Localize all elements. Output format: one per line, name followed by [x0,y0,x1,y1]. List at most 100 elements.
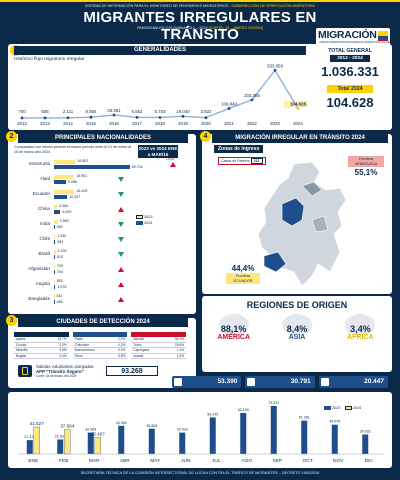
ecuador-pct: 44,4% [231,264,255,273]
bar-2023-label: 45.076 [329,420,340,424]
bar-2023 [54,265,55,269]
city-pct: 15,7% [57,337,67,341]
historic-point [250,98,254,102]
city-name: Acandí [133,353,144,358]
continent-icon [281,314,312,336]
city-name: Cúcuta [16,342,27,347]
historic-value-label: 19.040 [176,109,190,114]
venezuela-label: Frontera VENEZUELA [348,156,384,168]
city-pct: 0,4% [59,353,67,358]
historic-point [204,116,208,120]
region-name: ASIA [288,334,306,341]
bar-2023 [118,425,125,454]
bar-2024-label: 37.604 [60,424,74,429]
bar-2023 [240,412,247,454]
section-badge-2: 2 [6,131,17,142]
bar-2023 [331,424,338,454]
month-label: ABR [120,458,130,464]
nationality-row: China 2.365 5.059 [8,204,196,220]
historic-year-label: 2022 [247,121,257,126]
ciudades-table: Ipiales 15,7% Cúcuta 3,3% Medellín 0,5% Bogotá… [14,332,190,360]
trend-down-icon [118,222,124,227]
historic-point [181,114,185,118]
nacionalidades-title: PRINCIPALES NACIONALIDADES [18,134,188,143]
trend-up-icon [118,282,124,287]
bar-2024 [33,426,40,455]
bar-2023-label: 38.808 [146,424,157,428]
bar-2023 [301,420,308,454]
nationality-name: Angola [35,281,50,286]
monthly-summary-box: 53.390 [172,376,242,388]
bar-2023-label: 709 [56,264,63,268]
bar-2024-label: 466 [56,299,63,304]
nationality-name: Venezuela [28,161,50,166]
bar-2023 [54,250,56,254]
historic-value-label: 104.628 [290,102,306,107]
bar-2023 [148,428,155,454]
historic-point [43,116,47,120]
regiones-title: REGIONES DE ORIGEN [246,300,348,310]
nationality-name: Chile [39,236,50,241]
bar-2023-label: 15.901 [76,174,88,178]
city-pct: 0,5% [118,353,126,358]
historic-point [112,113,116,117]
city-name: Ipiales [16,337,26,341]
historic-value-label: 203.385 [244,93,260,98]
ciudades-panel: 3 CIUDADES DE DETECCIÓN 2024 Ipiales 15,7… [6,315,196,388]
historic-year-label: 2014 [63,121,73,126]
colombia-map [257,161,347,287]
historic-value-label: 6.552 [132,109,144,114]
total-2024-label: Total 2024 [327,85,373,93]
month-label: JUL [212,458,221,464]
bar-2024-label: 754 [56,269,63,274]
nationality-row: Angola 552 1.078 [8,279,196,295]
monthly-comparison-chart: 21.378 41.527 ENE 22.347 37.604 FEB 32.98925.4… [18,401,384,464]
bar-2023 [54,205,57,209]
city-column: Ipiales 15,7% Cúcuta 3,3% Medellín 0,5% Bogotá… [14,332,69,360]
migracion-logo: MIGRACIÓN UNIDAD ADMINISTRATIVA ESPECIAL… [316,28,394,46]
city-row: Buenaventura 0,2% [72,348,128,354]
bar-2023 [362,434,369,454]
bar-2024-label: 490 [56,224,63,229]
nationality-row: Haití 15.901 9.286 [8,174,196,190]
city-name: Otros [74,353,83,358]
month-label: OCT [303,458,313,464]
section-badge-4: 4 [200,131,211,142]
trend-up-icon [118,267,124,272]
historic-year-label: 2018 [155,121,165,126]
city-name: Pasto [74,337,83,341]
bar-2024-label: 59.704 [131,164,143,169]
section-badge-3: 3 [6,315,17,326]
bar-2023 [54,295,55,299]
monthly-summary-value: 20.447 [364,378,384,385]
colombia-flag-icon [378,31,388,41]
bar-2023 [54,220,58,224]
city-column: Pasto 2,2% Chinchiná 0,2% Buenaventura 0,2% Ot… [72,332,128,360]
bar-2024-label: 5.059 [62,209,72,214]
historic-point [135,116,139,119]
nacionalidades-period: 2023 vs 2024 ENE a MAR/15 [138,145,178,158]
bar-2023 [54,160,76,164]
nacionalidades-bars: Venezuela 16.857 59.704 +254% Haití 15.901 9.2… [8,157,196,309]
logo-text: MIGRACIÓN [318,29,377,41]
city-pct: 19,6% [174,342,184,347]
bar-2023-label: 32.933 [177,428,188,432]
bar-2024 [54,300,55,304]
bar-2023-label: 30.032 [360,429,371,433]
region-item: 3,4% ÁFRICA [329,314,392,341]
monthly-summary-value: 53.390 [217,378,238,385]
region-item: 8,4% ASIA [265,314,328,341]
city-name: Bogotá [16,353,27,358]
monthly-summary-box: 30.791 [245,376,315,388]
city-pct: 54,1% [174,337,184,341]
bar-2023 [57,439,64,454]
bar-2023-label: 22.347 [55,434,66,438]
nationality-row: Afganistán 709 754 [8,264,196,280]
salidas-value: 93.268 [106,366,158,376]
bar-2024-label: 9.286 [67,179,77,184]
city-column-head [14,332,69,337]
month-label: DIC [365,458,374,464]
city-column-head [72,332,128,337]
city-row: Medellín 0,5% [14,348,69,354]
city-name: Turbo [133,342,142,347]
